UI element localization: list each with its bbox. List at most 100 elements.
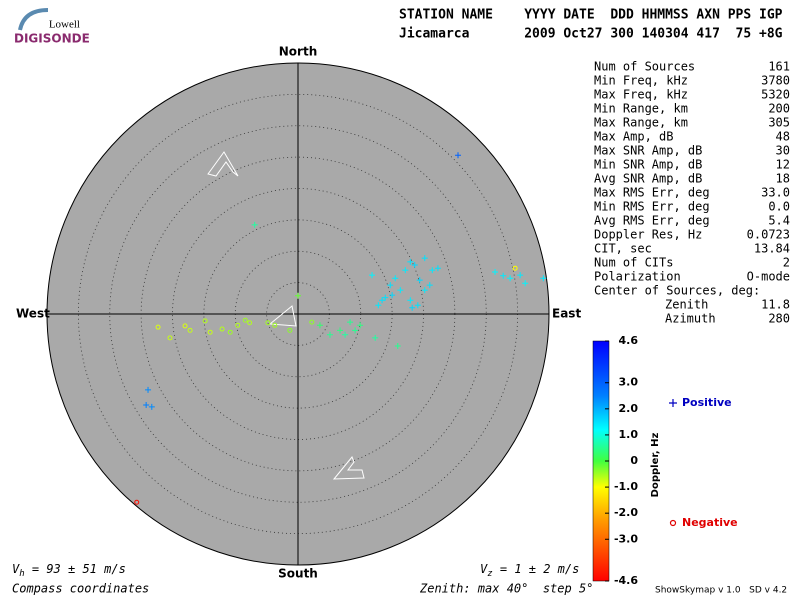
source-positive xyxy=(347,319,354,326)
source-negative xyxy=(247,320,253,326)
colorbar-tick-label: -3.0 xyxy=(614,532,638,545)
source-positive xyxy=(402,267,409,274)
source-positive xyxy=(342,331,349,338)
beam-arrow xyxy=(332,456,365,480)
stats-panel: Num of Sources 161 Min Freq, kHz 3780 Max Fr… xyxy=(594,60,790,326)
stat-value: 3780 xyxy=(761,74,790,88)
source-positive xyxy=(500,272,507,279)
source-positive xyxy=(143,401,150,408)
source-positive xyxy=(387,282,394,289)
stat-name: Num of Sources xyxy=(594,60,695,74)
source-positive xyxy=(429,267,436,274)
source-negative xyxy=(182,323,188,329)
source-positive xyxy=(522,280,529,287)
source-negative xyxy=(265,320,271,326)
source-positive xyxy=(357,322,364,329)
stat-value: 30 xyxy=(776,144,790,158)
source-positive xyxy=(369,272,376,279)
source-positive xyxy=(434,265,441,272)
legend-label: Negative xyxy=(682,516,738,529)
source-negative xyxy=(134,499,140,505)
stat-value: 5.4 xyxy=(768,214,790,228)
source-positive xyxy=(517,272,524,279)
plot-area xyxy=(46,62,550,566)
colorbar-tick-label: 3.0 xyxy=(619,376,639,389)
source-positive xyxy=(352,327,359,334)
stat-value: 12 xyxy=(776,158,790,172)
source-negative xyxy=(227,329,233,335)
stat-value: 280 xyxy=(768,312,790,326)
source-negative xyxy=(512,265,518,271)
source-positive xyxy=(337,327,344,334)
source-negative xyxy=(202,318,208,324)
colorbar-tick-label: -4.6 xyxy=(614,574,638,587)
source-positive xyxy=(407,297,414,304)
stat-name: Num of CITs xyxy=(594,256,673,270)
header-line: Jicamarca 2009 Oct27 300 140304 417 75 +… xyxy=(399,27,783,42)
stat-name: Polarization xyxy=(594,270,681,284)
source-positive xyxy=(295,292,301,299)
stat-name: Doppler Res, Hz xyxy=(594,228,702,242)
source-negative xyxy=(235,322,241,328)
source-negative xyxy=(187,327,193,333)
stat-name: Max SNR Amp, dB xyxy=(594,144,702,158)
source-positive xyxy=(145,386,152,393)
source-negative xyxy=(167,335,173,341)
vh-label: Vh = 93 ± 51 m/s xyxy=(12,562,126,579)
center-arrow xyxy=(268,305,297,327)
source-positive xyxy=(382,294,389,301)
direction-label: West xyxy=(16,307,50,321)
source-positive xyxy=(492,268,499,275)
source-negative xyxy=(219,326,225,332)
stat-value: 5320 xyxy=(761,88,790,102)
direction-label: North xyxy=(279,45,317,59)
version-label: ShowSkymap v 1.0 SD v 4.2 xyxy=(655,586,787,596)
vz-label: Vz = 1 ± 2 m/s xyxy=(480,562,579,579)
source-negative xyxy=(242,317,248,323)
source-positive xyxy=(455,152,462,159)
colorbar-tick-label: 2.0 xyxy=(619,402,639,415)
coordinates-label: Compass coordinates xyxy=(12,582,149,596)
stat-value: 2 xyxy=(783,256,790,270)
stat-value: 0.0 xyxy=(768,200,790,214)
stat-name: Max Freq, kHz xyxy=(594,88,688,102)
source-positive xyxy=(375,302,382,309)
source-positive xyxy=(409,304,416,311)
source-negative xyxy=(272,322,278,328)
logo-bottom: DIGISONDE xyxy=(14,32,90,46)
source-negative xyxy=(309,319,315,325)
stat-value: 33.0 xyxy=(761,186,790,200)
legend-label: Positive xyxy=(682,396,732,409)
source-positive xyxy=(379,297,386,304)
source-negative xyxy=(207,329,213,335)
source-positive xyxy=(421,255,428,262)
source-positive xyxy=(421,287,428,294)
direction-label: East xyxy=(552,307,581,321)
stat-value: 48 xyxy=(776,130,790,144)
source-positive xyxy=(327,331,334,338)
stat-name: Zenith xyxy=(665,298,708,312)
source-positive xyxy=(397,287,404,294)
stat-value: 161 xyxy=(768,60,790,74)
source-positive xyxy=(411,262,418,269)
stat-name: Min Range, km xyxy=(594,102,688,116)
stat-value: O-mode xyxy=(747,270,790,284)
center-label: Center of Sources, deg: xyxy=(594,284,760,298)
stat-value: 0.0723 xyxy=(747,228,790,242)
source-positive xyxy=(389,292,396,299)
stat-name: Max Range, km xyxy=(594,116,688,130)
stat-value: 305 xyxy=(768,116,790,130)
colorbar-tick-label: -2.0 xyxy=(614,506,638,519)
source-positive xyxy=(414,302,421,309)
source-positive xyxy=(507,275,514,282)
stat-value: 11.8 xyxy=(761,298,790,312)
colorbar-tick-label: 0 xyxy=(630,454,638,467)
colorbar-title: Doppler, Hz xyxy=(650,433,661,498)
stat-name: CIT, sec xyxy=(594,242,652,256)
stat-value: 200 xyxy=(768,102,790,116)
legend-marker xyxy=(669,399,677,407)
direction-label: South xyxy=(278,567,318,581)
stat-name: Min Freq, kHz xyxy=(594,74,688,88)
stat-name: Max RMS Err, deg xyxy=(594,186,710,200)
